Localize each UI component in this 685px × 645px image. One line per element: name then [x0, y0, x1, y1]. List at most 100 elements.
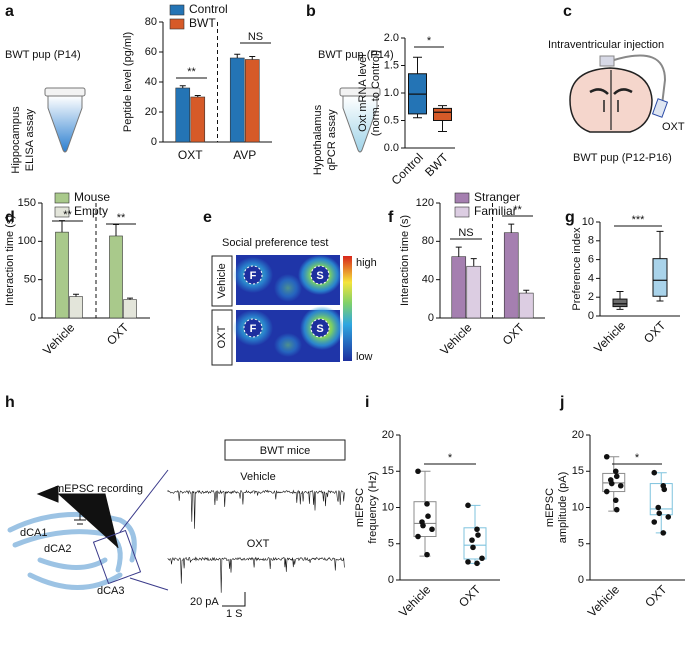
error-bar — [113, 223, 119, 236]
legend-label: Stranger — [474, 190, 520, 204]
panel-letter: f — [388, 209, 394, 226]
trace — [167, 556, 345, 593]
panel-letter: j — [559, 394, 564, 411]
bar — [503, 232, 519, 319]
y-axis-label: frequency (Hz) — [367, 471, 379, 543]
bar — [244, 59, 260, 143]
data-point — [465, 502, 471, 509]
data-point — [469, 537, 475, 543]
panel-letter: a — [5, 3, 14, 20]
chamber-label: S — [316, 323, 323, 335]
y-tick-label: 80 — [422, 235, 434, 247]
panel-letter: i — [365, 394, 369, 411]
y-axis-label: (norm. to Control) — [370, 50, 382, 136]
significance-label: * — [635, 452, 640, 464]
data-point — [612, 468, 619, 475]
data-point — [603, 453, 610, 460]
x-tick-label: OXT — [178, 148, 203, 162]
y-tick-label: 1.0 — [384, 87, 399, 99]
data-point — [651, 469, 658, 476]
error-bar — [455, 246, 462, 257]
y-tick-label: 40 — [145, 76, 157, 88]
y-tick-label: 5 — [578, 538, 584, 550]
data-point — [424, 501, 430, 507]
error-bar — [179, 85, 186, 88]
legend-label: BWT — [189, 16, 216, 30]
subject-label: BWT pup (P14) — [5, 49, 81, 61]
data-point — [655, 504, 662, 511]
y-tick-label: 50 — [24, 274, 36, 286]
bar — [451, 256, 467, 319]
legend-swatch — [54, 192, 70, 204]
x-tick-label: Vehicle — [40, 320, 77, 357]
drug-label: OXT — [662, 121, 685, 133]
chamber-label: S — [316, 270, 323, 282]
panel-letter: b — [306, 3, 316, 20]
panel-letter: c — [563, 3, 572, 20]
tube-cap — [44, 87, 86, 97]
error-bar — [73, 293, 79, 297]
scale-label: 20 pA — [190, 596, 219, 608]
significance-label: ** — [63, 209, 72, 221]
bar — [69, 296, 83, 319]
error-bar — [127, 297, 133, 300]
data-point — [465, 559, 471, 565]
subject-label: BWT pup (P12-P16) — [573, 152, 672, 164]
zoom-box — [92, 529, 142, 585]
hippocampus — [7, 511, 137, 590]
y-tick-label: 60 — [145, 46, 157, 58]
scale-label: high — [356, 257, 377, 269]
row-box — [211, 255, 233, 307]
significance-label: ** — [117, 212, 126, 224]
whisker — [656, 230, 664, 259]
bar — [518, 292, 534, 319]
y-axis-label: Interaction time (s) — [4, 215, 16, 306]
tube — [47, 95, 83, 153]
whisker — [655, 514, 667, 534]
panel-title: BWT mice — [260, 445, 311, 457]
significance-label: ** — [187, 66, 196, 78]
electrode — [36, 485, 119, 549]
significance-label: * — [427, 35, 432, 47]
row-label: Vehicle — [216, 263, 228, 298]
y-axis-label: Interaction time (s) — [399, 215, 411, 306]
data-point — [420, 522, 426, 529]
y-tick-label: 15 — [572, 465, 584, 477]
y-tick-label: 2.0 — [384, 32, 399, 44]
whisker — [655, 472, 667, 484]
whisker — [616, 291, 624, 300]
trace-label: OXT — [247, 538, 270, 550]
legend-label: Mouse — [74, 190, 110, 204]
significance-label: NS — [248, 31, 263, 43]
y-tick-label: 10 — [382, 501, 394, 513]
y-tick-label: 4 — [588, 272, 594, 284]
data-point — [424, 551, 430, 558]
whisker — [419, 470, 431, 502]
bar — [123, 299, 137, 319]
data-point — [665, 514, 672, 520]
error-bar — [59, 220, 65, 233]
data-point — [474, 560, 480, 567]
x-tick-label: Control — [389, 150, 426, 187]
significance-label: * — [448, 452, 453, 464]
ground — [74, 494, 86, 525]
whisker — [413, 56, 422, 74]
x-tick-label: Vehicle — [591, 318, 628, 355]
data-point — [415, 468, 421, 475]
legend-swatch — [54, 206, 70, 218]
significance-label: ** — [513, 204, 522, 216]
box — [463, 527, 487, 560]
whisker — [656, 296, 664, 302]
y-tick-label: 0 — [578, 574, 584, 586]
data-point — [429, 526, 435, 533]
y-tick-label: 15 — [382, 465, 394, 477]
x-tick-label: Vehicle — [396, 582, 433, 619]
data-point — [613, 506, 620, 513]
legend-swatch — [454, 206, 470, 218]
x-tick-label: AVP — [233, 148, 256, 162]
x-tick-label: OXT — [642, 582, 670, 610]
legend-swatch — [454, 192, 470, 204]
y-tick-label: 0 — [151, 136, 157, 148]
panel-letter: d — [5, 209, 15, 226]
bar — [229, 57, 245, 143]
